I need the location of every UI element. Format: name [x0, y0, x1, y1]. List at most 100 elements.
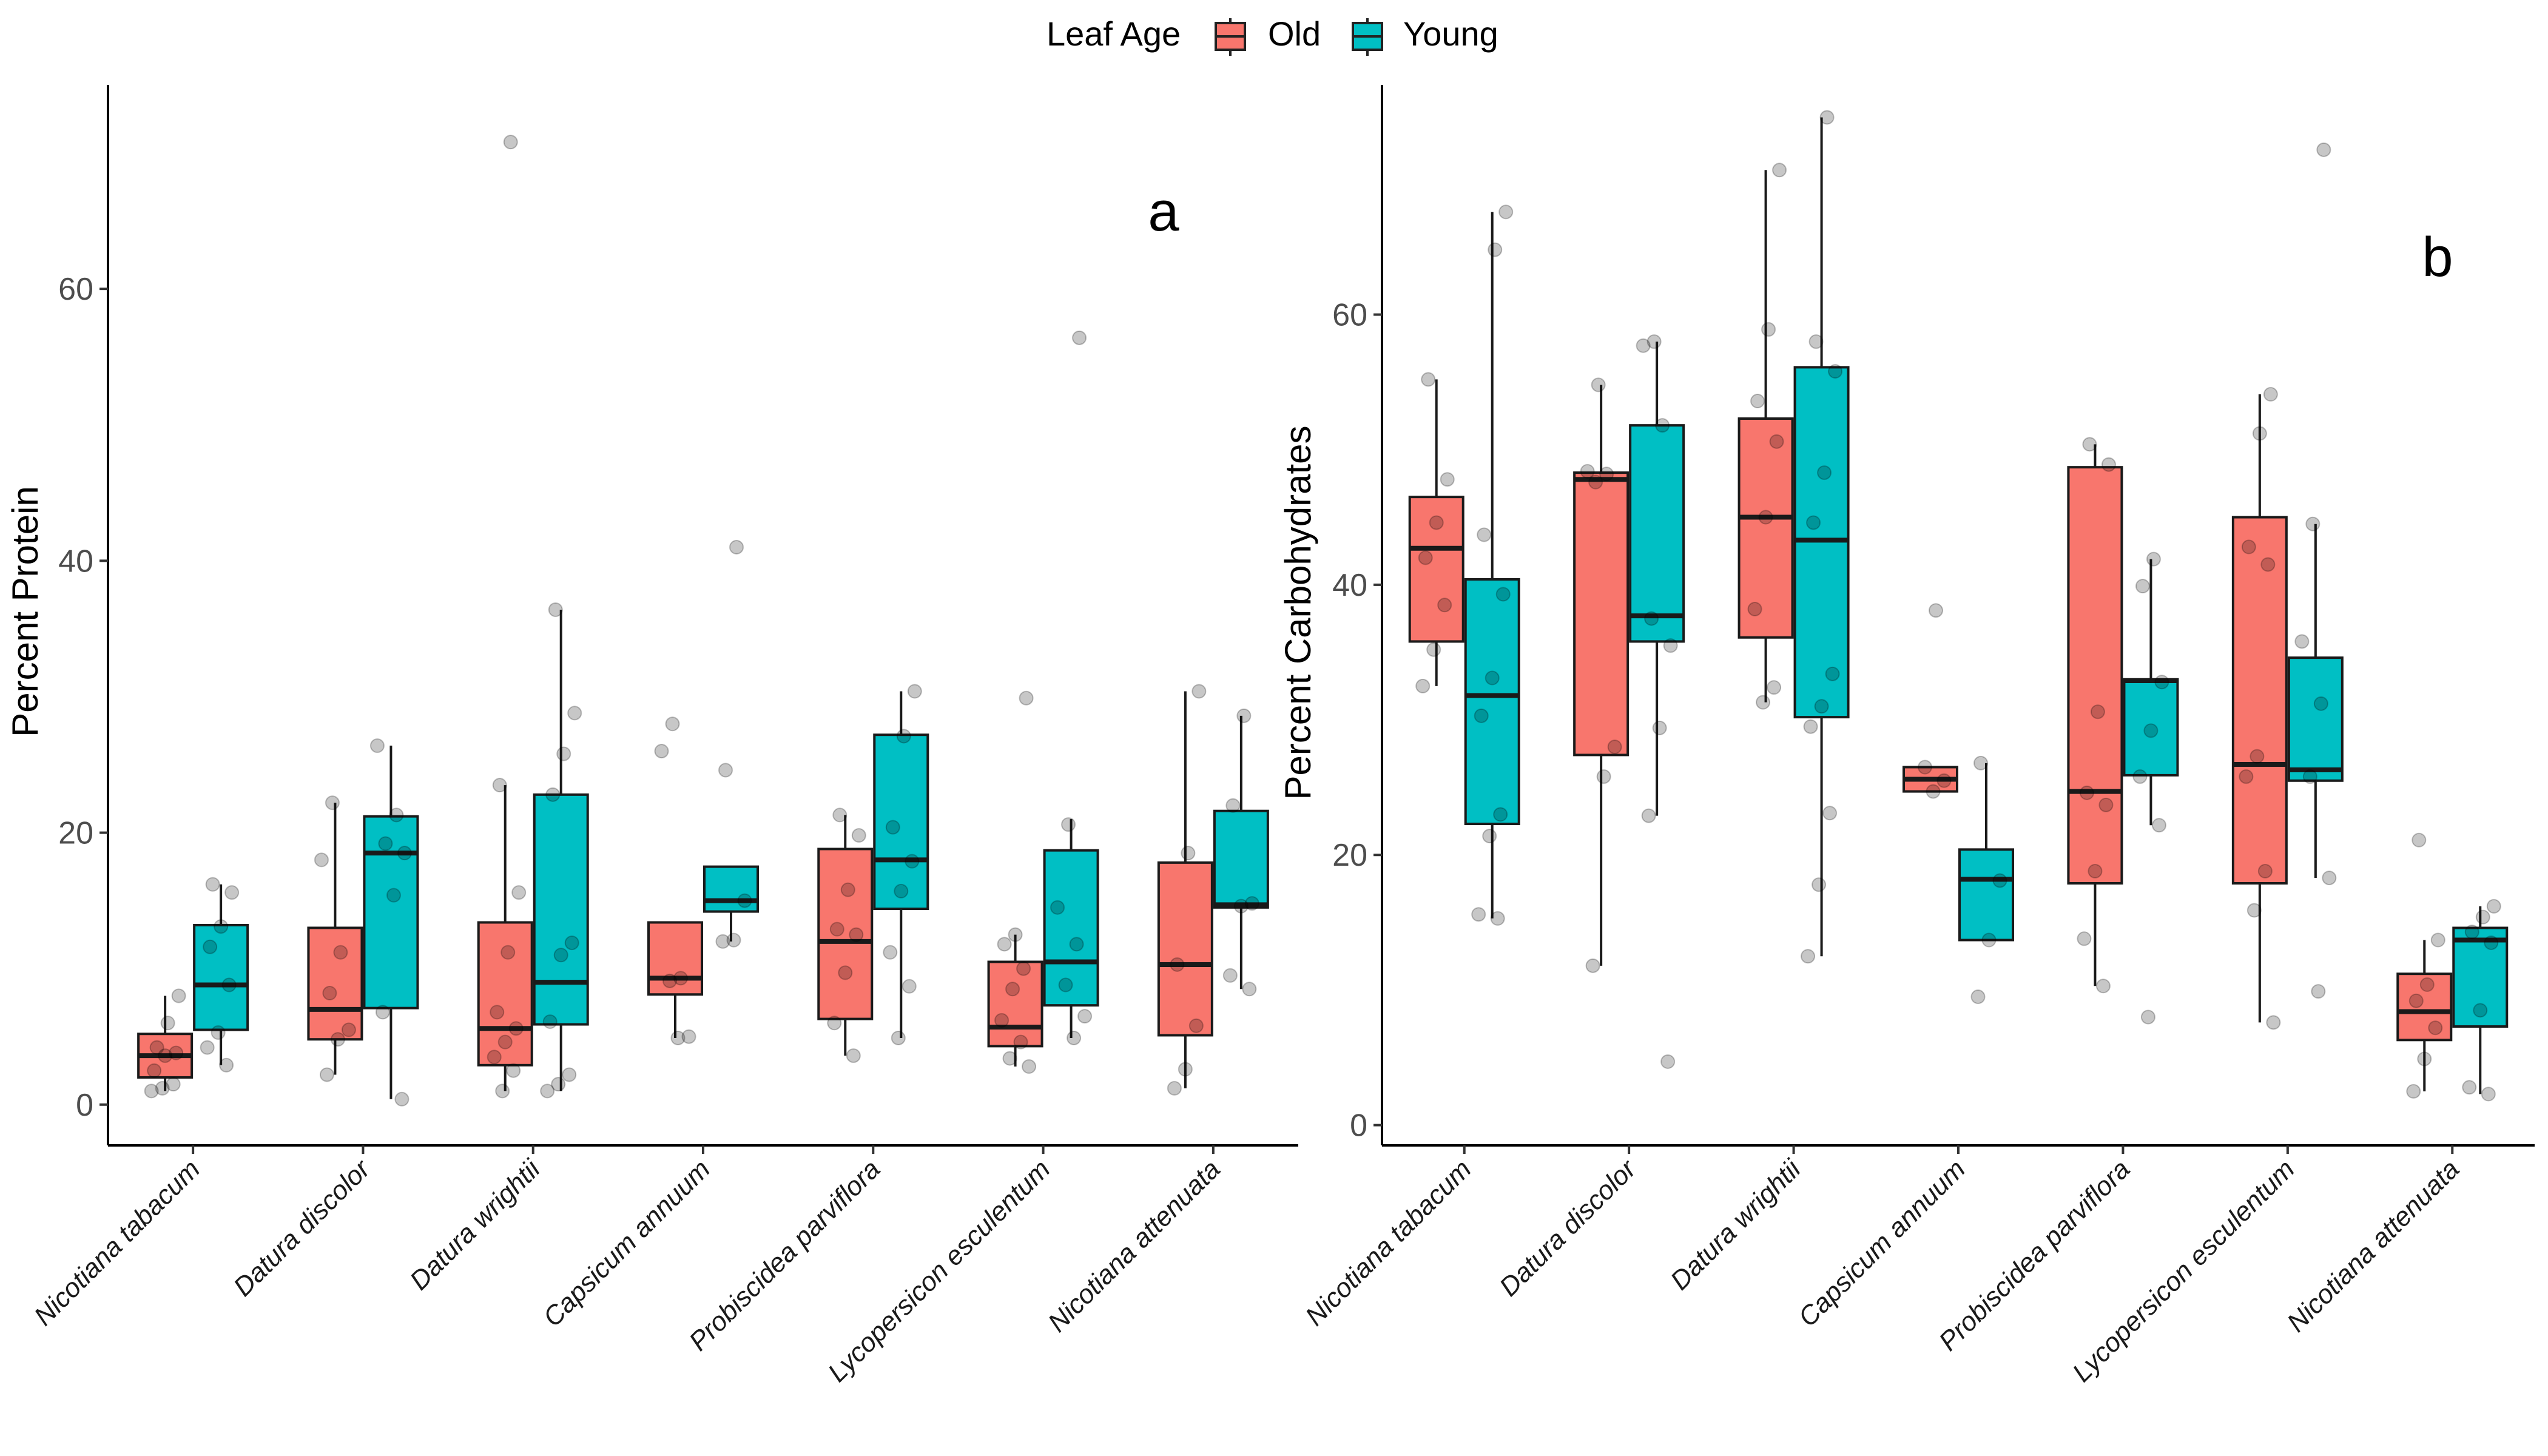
- data-point: [1636, 338, 1651, 353]
- data-point: [487, 1050, 502, 1065]
- data-point: [397, 846, 412, 861]
- data-point: [1819, 110, 1835, 125]
- data-point: [2406, 1084, 2421, 1099]
- data-point: [905, 854, 920, 869]
- data-point: [1016, 961, 1031, 976]
- box-old-datura-discolor[interactable]: [307, 795, 363, 1082]
- box-young-nicotiana-tabacum[interactable]: [1464, 204, 1520, 926]
- data-point: [1936, 773, 1952, 788]
- data-point: [2417, 1051, 2432, 1067]
- box-old-lycopersicon-esculentum[interactable]: [2231, 386, 2288, 1030]
- box-body: [533, 793, 589, 1026]
- box-old-nicotiana-attenuata[interactable]: [2396, 832, 2453, 1099]
- data-point: [503, 135, 518, 150]
- box-old-nicotiana-attenuata[interactable]: [1157, 684, 1213, 1096]
- data-point: [827, 1016, 842, 1031]
- data-point: [846, 1048, 861, 1063]
- y-tick-label: 60: [58, 272, 93, 307]
- box-old-capsicum-annuum[interactable]: [1903, 603, 1958, 799]
- box-young-datura-wrightii[interactable]: [533, 602, 589, 1099]
- data-point: [1005, 982, 1020, 997]
- data-point: [1747, 601, 1762, 616]
- data-point: [670, 1030, 686, 1045]
- data-point: [506, 1063, 521, 1078]
- data-point: [2475, 909, 2490, 925]
- data-point: [1981, 932, 1997, 948]
- box-body: [307, 926, 363, 1041]
- data-point: [2263, 386, 2278, 402]
- data-point: [2322, 871, 2337, 886]
- data-point: [715, 934, 730, 949]
- data-point: [2143, 723, 2159, 738]
- box-young-probiscidea-parviflora[interactable]: [2123, 551, 2179, 1025]
- data-point: [2473, 1003, 2488, 1018]
- data-point: [2098, 797, 2114, 812]
- box-old-nicotiana-tabacum[interactable]: [137, 988, 194, 1099]
- data-point: [219, 1057, 234, 1073]
- data-point: [2464, 925, 2479, 940]
- box-young-capsicum-annuum[interactable]: [1958, 755, 2014, 1005]
- data-point: [1233, 898, 1249, 914]
- box-old-datura-discolor[interactable]: [1573, 377, 1630, 973]
- box-young-datura-discolor[interactable]: [1629, 334, 1685, 1069]
- data-point: [2132, 769, 2148, 784]
- box-old-datura-wrightii[interactable]: [477, 135, 533, 1099]
- data-point: [1599, 467, 1614, 482]
- data-point: [1588, 474, 1603, 490]
- box-old-datura-wrightii[interactable]: [1737, 163, 1794, 710]
- data-point: [1418, 550, 1433, 565]
- data-point: [1756, 695, 1771, 710]
- data-point: [224, 885, 240, 900]
- data-point: [214, 919, 229, 934]
- data-point: [2257, 863, 2273, 878]
- legend-item-young[interactable]: Young: [1352, 15, 1498, 56]
- data-point: [2090, 704, 2105, 720]
- data-point: [1482, 829, 1497, 844]
- box-body: [987, 960, 1043, 1048]
- data-point: [1490, 911, 1505, 926]
- data-point: [1973, 755, 1988, 770]
- box-young-nicotiana-attenuata[interactable]: [2452, 898, 2509, 1102]
- data-point: [2154, 675, 2169, 690]
- data-point: [1641, 808, 1656, 823]
- data-point: [2135, 579, 2150, 594]
- data-point: [1652, 720, 1667, 735]
- box-young-datura-discolor[interactable]: [363, 738, 419, 1107]
- data-point: [1485, 670, 1500, 686]
- data-point: [1429, 515, 1444, 530]
- data-point: [1812, 877, 1827, 892]
- box-old-probiscidea-parviflora[interactable]: [817, 807, 874, 1063]
- box-old-probiscidea-parviflora[interactable]: [2067, 437, 2123, 994]
- data-point: [1072, 330, 1087, 345]
- data-point: [155, 1080, 170, 1096]
- box-young-nicotiana-tabacum[interactable]: [193, 877, 249, 1073]
- box-young-nicotiana-attenuata[interactable]: [1213, 708, 1269, 997]
- box-young-probiscidea-parviflora[interactable]: [873, 684, 929, 1045]
- data-point: [840, 882, 855, 897]
- box-old-lycopersicon-esculentum[interactable]: [987, 690, 1043, 1074]
- data-point: [849, 927, 864, 942]
- legend-item-old[interactable]: Old: [1215, 15, 1321, 56]
- box-young-lycopersicon-esculentum[interactable]: [2287, 142, 2344, 999]
- data-point: [1767, 680, 1782, 695]
- data-point: [718, 763, 733, 778]
- data-point: [2095, 979, 2111, 994]
- box-old-capsicum-annuum[interactable]: [647, 716, 703, 1045]
- box-body: [2287, 656, 2344, 782]
- box-old-nicotiana-tabacum[interactable]: [1408, 372, 1464, 693]
- data-point: [1426, 642, 1441, 657]
- y-tick-label: 20: [1332, 838, 1367, 873]
- data-point: [1437, 598, 1452, 613]
- data-point: [1929, 603, 1943, 618]
- data-point: [2316, 142, 2331, 157]
- data-point: [2151, 818, 2166, 833]
- box-young-datura-wrightii[interactable]: [1793, 110, 1850, 964]
- data-point: [1655, 418, 1670, 433]
- box-body: [1573, 471, 1630, 757]
- data-point: [1225, 798, 1241, 813]
- box-young-lycopersicon-esculentum[interactable]: [1043, 330, 1099, 1045]
- data-point: [2408, 993, 2424, 1008]
- y-tick-label: 0: [76, 1088, 93, 1123]
- data-point: [495, 1084, 510, 1099]
- box-young-capsicum-annuum[interactable]: [703, 539, 759, 949]
